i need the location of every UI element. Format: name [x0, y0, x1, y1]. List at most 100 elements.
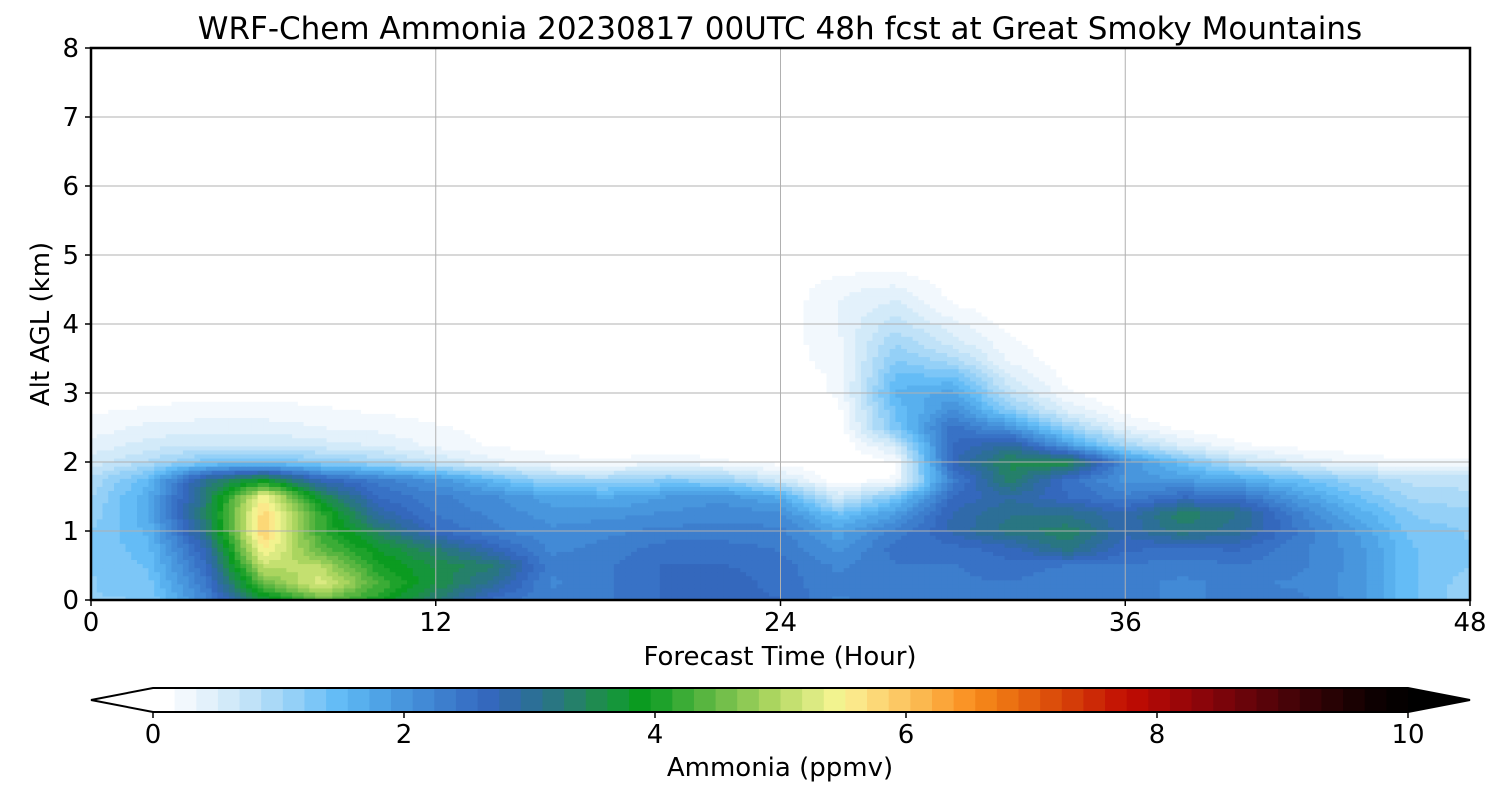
heatmap-cell: [114, 576, 120, 581]
heatmap-cell: [373, 563, 379, 568]
heatmap-cell: [1441, 576, 1447, 581]
heatmap-cell: [746, 576, 752, 581]
heatmap-cell: [229, 580, 235, 585]
heatmap-cell: [867, 555, 873, 560]
heatmap-cell: [556, 580, 562, 585]
heatmap-cell: [189, 515, 195, 520]
heatmap-cell: [1349, 555, 1355, 560]
heatmap-cell: [1252, 576, 1258, 581]
heatmap-cell: [993, 588, 999, 593]
heatmap-cell: [332, 588, 338, 593]
heatmap-cell: [936, 539, 942, 544]
heatmap-cell: [459, 563, 465, 568]
heatmap-cell: [1349, 531, 1355, 536]
heatmap-cell: [763, 563, 769, 568]
heatmap-cell: [987, 559, 993, 564]
heatmap-cell: [361, 580, 367, 585]
heatmap-cell: [206, 559, 212, 564]
heatmap-cell: [1447, 539, 1453, 544]
heatmap-cell: [1045, 519, 1051, 524]
heatmap-cell: [574, 539, 580, 544]
heatmap-cell: [160, 568, 166, 573]
heatmap-cell: [700, 519, 706, 524]
heatmap-cell: [1275, 592, 1281, 597]
heatmap-cell: [390, 576, 396, 581]
heatmap-cell: [1165, 568, 1171, 573]
heatmap-cell: [1028, 543, 1034, 548]
heatmap-cell: [821, 535, 827, 540]
heatmap-cell: [1165, 523, 1171, 528]
heatmap-cell: [1453, 523, 1459, 528]
heatmap-cell: [332, 592, 338, 597]
heatmap-cell: [959, 588, 965, 593]
heatmap-cell: [666, 572, 672, 577]
heatmap-cell: [1292, 543, 1298, 548]
heatmap-cell: [781, 519, 787, 524]
heatmap-cell: [918, 568, 924, 573]
heatmap-cell: [413, 515, 419, 520]
heatmap-cell: [447, 515, 453, 520]
heatmap-cell: [166, 572, 172, 577]
heatmap-cell: [200, 584, 206, 589]
heatmap-cell: [1240, 547, 1246, 552]
heatmap-cell: [1074, 551, 1080, 556]
heatmap-cell: [579, 572, 585, 577]
heatmap-cell: [1303, 584, 1309, 589]
heatmap-cell: [1424, 580, 1430, 585]
heatmap-cell: [1315, 555, 1321, 560]
heatmap-cell: [924, 539, 930, 544]
heatmap-cell: [275, 576, 281, 581]
heatmap-cell: [1165, 559, 1171, 564]
heatmap-cell: [470, 588, 476, 593]
heatmap-cell: [171, 535, 177, 540]
heatmap-cell: [1413, 519, 1419, 524]
heatmap-cell: [1148, 559, 1154, 564]
heatmap-cell: [413, 592, 419, 597]
heatmap-cell: [1355, 563, 1361, 568]
heatmap-cell: [982, 563, 988, 568]
heatmap-cell: [1309, 576, 1315, 581]
heatmap-cell: [562, 568, 568, 573]
heatmap-cell: [1309, 584, 1315, 589]
heatmap-cell: [706, 576, 712, 581]
heatmap-cell: [286, 559, 292, 564]
heatmap-cell: [855, 563, 861, 568]
heatmap-cell: [1344, 551, 1350, 556]
heatmap-cell: [895, 576, 901, 581]
heatmap-cell: [941, 539, 947, 544]
heatmap-cell: [154, 588, 160, 593]
heatmap-cell: [1321, 523, 1327, 528]
heatmap-cell: [602, 588, 608, 593]
heatmap-cell: [447, 559, 453, 564]
heatmap-cell: [1246, 535, 1252, 540]
heatmap-cell: [740, 559, 746, 564]
heatmap-cell: [671, 547, 677, 552]
heatmap-cell: [315, 515, 321, 520]
heatmap-cell: [930, 584, 936, 589]
heatmap-cell: [539, 592, 545, 597]
heatmap-cell: [447, 572, 453, 577]
heatmap-cell: [1074, 535, 1080, 540]
heatmap-cell: [533, 588, 539, 593]
heatmap-cell: [556, 547, 562, 552]
heatmap-cell: [1280, 547, 1286, 552]
heatmap-cell: [177, 547, 183, 552]
heatmap-cell: [689, 515, 695, 520]
heatmap-cell: [304, 539, 310, 544]
heatmap-cell: [1286, 580, 1292, 585]
heatmap-cell: [620, 535, 626, 540]
heatmap-cell: [177, 572, 183, 577]
heatmap-cell: [413, 523, 419, 528]
heatmap-cell: [752, 584, 758, 589]
heatmap-cell: [849, 551, 855, 556]
heatmap-cell: [752, 568, 758, 573]
heatmap-cell: [1240, 523, 1246, 528]
heatmap-cell: [671, 519, 677, 524]
heatmap-cell: [1074, 592, 1080, 597]
heatmap-cell: [235, 555, 241, 560]
heatmap-cell: [1240, 572, 1246, 577]
heatmap-cell: [1275, 572, 1281, 577]
heatmap-cell: [171, 563, 177, 568]
heatmap-cell: [1390, 559, 1396, 564]
heatmap-cell: [671, 580, 677, 585]
